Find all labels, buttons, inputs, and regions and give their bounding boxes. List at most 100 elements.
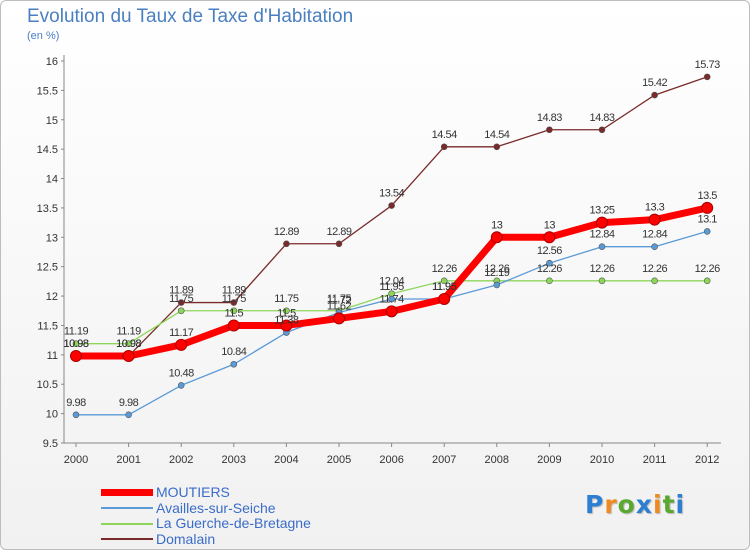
- data-label: 11.5: [225, 307, 244, 319]
- x-tick-label: 2000: [64, 454, 88, 466]
- chart-title: Evolution du Taux de Taxe d'Habitation: [27, 6, 354, 27]
- data-label: 11.89: [222, 285, 247, 297]
- data-label: 11.72: [327, 295, 352, 307]
- data-label: 13.1: [697, 213, 717, 225]
- data-point: [175, 338, 188, 351]
- y-tick-label: 11.5: [37, 320, 58, 332]
- chart-unit: (en %): [27, 30, 60, 42]
- legend-label: Availles-sur-Seiche: [156, 499, 276, 516]
- data-label: 14.54: [484, 129, 509, 141]
- data-label: 14.83: [589, 112, 614, 124]
- data-point: [490, 231, 503, 244]
- data-label: 11.17: [169, 327, 194, 339]
- x-tick-label: 2003: [222, 454, 246, 466]
- data-point: [493, 281, 501, 289]
- data-label: 12.84: [589, 229, 614, 241]
- series-layer: [70, 73, 714, 419]
- y-tick-label: 16: [46, 56, 58, 68]
- legend-label: MOUTIERS: [156, 484, 230, 500]
- data-point: [598, 277, 606, 285]
- data-point: [230, 360, 238, 368]
- data-point: [177, 382, 185, 389]
- data-point: [438, 293, 451, 306]
- data-label: 11.95: [432, 281, 457, 293]
- data-label: 13: [491, 219, 503, 231]
- data-point: [703, 228, 711, 235]
- y-tick-label: 12: [46, 291, 58, 303]
- logo-letter: o: [617, 490, 636, 519]
- legend-label: La Guerche-de-Bretagne: [156, 515, 311, 531]
- y-tick-label: 11: [47, 350, 58, 362]
- logo-letter: P: [585, 490, 605, 519]
- data-point: [280, 319, 293, 332]
- x-tick-label: 2009: [537, 454, 561, 466]
- data-point: [125, 411, 132, 419]
- x-tick-label: 2002: [169, 454, 193, 466]
- data-label: 11.19: [116, 326, 141, 338]
- data-label: 11.75: [169, 293, 194, 305]
- data-point: [125, 340, 132, 347]
- logo-letter: x: [635, 490, 653, 519]
- data-point: [388, 295, 395, 303]
- data-point: [651, 277, 658, 285]
- data-label: 14.54: [432, 129, 457, 141]
- data-point: [227, 319, 240, 332]
- logo-letter: i: [653, 490, 663, 519]
- data-label: 12.26: [695, 263, 720, 275]
- data-label: 10.98: [116, 338, 141, 350]
- x-tick-label: 2012: [695, 454, 719, 466]
- data-point: [703, 73, 711, 81]
- data-point: [72, 411, 80, 419]
- data-point: [546, 277, 553, 285]
- y-tick-label: 12.5: [37, 262, 58, 274]
- x-tick-label: 2001: [116, 454, 140, 466]
- data-point: [70, 350, 82, 363]
- data-label: 12.26: [537, 263, 562, 275]
- data-label: 10.98: [63, 338, 88, 350]
- legend-swatch: [101, 538, 153, 541]
- data-label: 12.89: [326, 226, 351, 238]
- data-point: [177, 307, 185, 315]
- y-tick-label: 10.5: [37, 379, 58, 391]
- data-point: [333, 312, 345, 325]
- data-label: 11.75: [274, 293, 299, 305]
- logo-letter: r: [604, 490, 618, 519]
- proxiti-logo: Proxiti: [585, 490, 685, 519]
- legend-label: Domalain: [156, 530, 216, 547]
- data-label: 12.26: [484, 263, 509, 275]
- y-tick-label: 13.5: [37, 203, 58, 215]
- legend-swatch: [101, 489, 153, 497]
- data-label: 12.26: [432, 263, 457, 275]
- data-point: [596, 216, 608, 229]
- data-point: [440, 143, 448, 151]
- x-tick-label: 2005: [327, 454, 351, 466]
- x-tick-label: 2011: [643, 454, 667, 466]
- data-point: [598, 126, 606, 134]
- data-label: 10.98: [63, 338, 88, 350]
- data-label: 12.84: [642, 229, 667, 241]
- data-label: 11.75: [222, 293, 247, 305]
- series-1: [72, 228, 711, 419]
- y-tick-label: 10: [46, 409, 58, 421]
- data-label: 15.73: [695, 59, 720, 71]
- data-label: 9.98: [119, 397, 139, 409]
- data-point: [648, 213, 661, 226]
- data-point: [177, 299, 185, 306]
- data-label: 12.26: [642, 263, 667, 275]
- data-label: 12.89: [274, 226, 299, 238]
- data-point: [122, 350, 135, 363]
- y-tick-label: 15.5: [37, 85, 58, 97]
- data-point: [493, 143, 501, 151]
- data-point: [546, 126, 553, 134]
- data-point: [701, 201, 714, 214]
- data-label: 11.38: [274, 315, 299, 327]
- data-label: 14.83: [537, 112, 562, 124]
- data-label: 9.98: [66, 397, 86, 409]
- data-point: [598, 243, 606, 251]
- series-0: [70, 201, 714, 363]
- data-label: 11.62: [327, 300, 352, 312]
- data-label: 10.98: [116, 338, 141, 350]
- series-2: [72, 277, 711, 347]
